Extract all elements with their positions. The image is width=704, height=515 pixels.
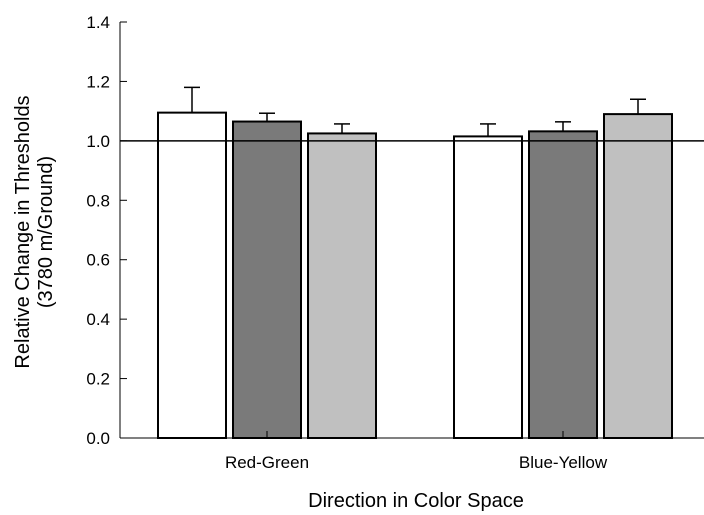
bar: [453, 135, 523, 439]
y-axis-title: Relative Change in Thresholds: [12, 95, 34, 368]
x-axis-title: Direction in Color Space: [308, 490, 524, 512]
x-tick-label: Red-Green: [225, 453, 309, 472]
y-tick-label: 0.8: [86, 191, 110, 210]
x-tick-label: Blue-Yellow: [519, 453, 608, 472]
y-tick-label: 0.2: [86, 370, 110, 389]
bar: [528, 130, 598, 439]
y-axis-title-unit: (3780 m/Ground): [35, 156, 57, 308]
y-tick-label: 0.6: [86, 251, 110, 270]
bar: [232, 120, 302, 440]
plot-area: 0.0 0.2 0.4 0.6 0.8 1.0 1.2 1.4 Red-Green Blue-Ye…: [86, 13, 704, 472]
y-tick-label: 1.0: [86, 132, 110, 151]
y-tick-label: 1.4: [86, 13, 110, 32]
bar: [307, 132, 377, 440]
bar: [603, 113, 673, 439]
y-tick-label: 0.4: [86, 310, 110, 329]
bar: [157, 111, 227, 439]
y-tick-label: 0.0: [86, 429, 110, 448]
y-tick-label: 1.2: [86, 72, 110, 91]
